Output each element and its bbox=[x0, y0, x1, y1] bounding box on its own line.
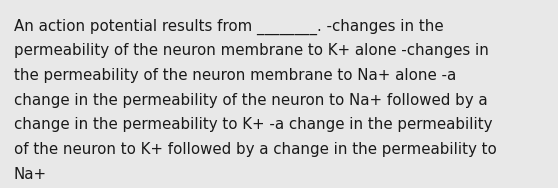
Text: An action potential results from ________. -changes in the: An action potential results from _______… bbox=[14, 19, 444, 35]
Text: permeability of the neuron membrane to K+ alone -changes in: permeability of the neuron membrane to K… bbox=[14, 43, 489, 58]
Text: change in the permeability to K+ -a change in the permeability: change in the permeability to K+ -a chan… bbox=[14, 117, 493, 132]
Text: the permeability of the neuron membrane to Na+ alone -a: the permeability of the neuron membrane … bbox=[14, 68, 456, 83]
Text: change in the permeability of the neuron to Na+ followed by a: change in the permeability of the neuron… bbox=[14, 93, 488, 108]
Text: Na+: Na+ bbox=[14, 167, 47, 182]
Text: of the neuron to K+ followed by a change in the permeability to: of the neuron to K+ followed by a change… bbox=[14, 142, 497, 157]
